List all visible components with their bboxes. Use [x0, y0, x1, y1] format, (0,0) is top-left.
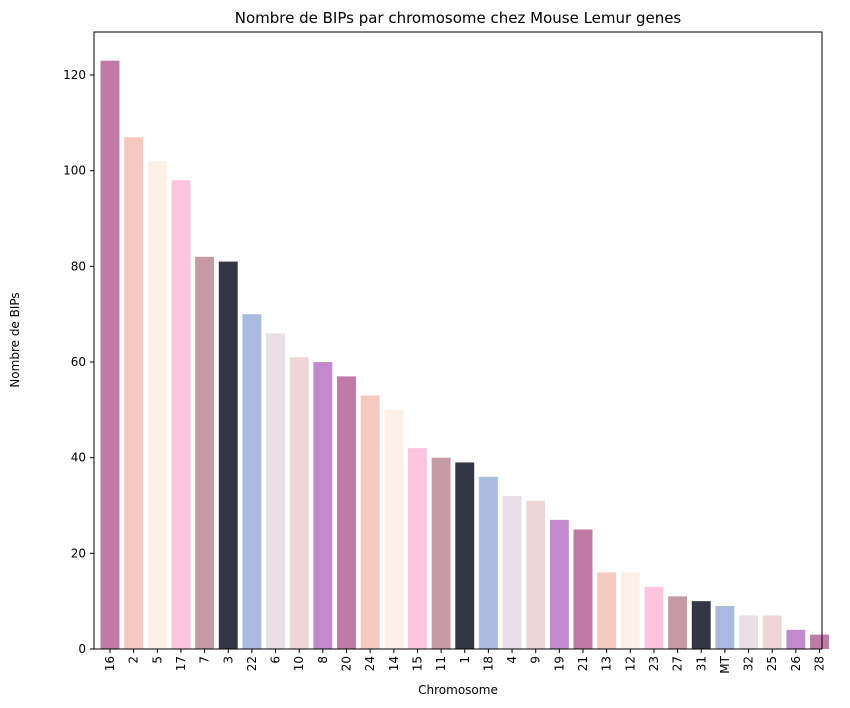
bar-4 — [502, 495, 522, 649]
bar-19 — [549, 519, 569, 649]
x-tick-label: 21 — [576, 656, 590, 671]
x-tick-label: 28 — [813, 656, 827, 671]
x-tick-label: 6 — [269, 656, 283, 664]
bars-group — [100, 60, 829, 650]
x-tick-label: MT — [718, 655, 732, 673]
x-tick-label: 19 — [552, 656, 566, 671]
plot-frame — [93, 31, 823, 650]
bar-7 — [195, 256, 215, 649]
bar-32 — [739, 615, 758, 649]
bar-26 — [786, 629, 806, 649]
bar-18 — [478, 476, 498, 649]
y-tick-label: 100 — [63, 164, 86, 178]
bar-3 — [218, 261, 238, 649]
x-tick-label: 12 — [623, 656, 637, 671]
bar-5 — [147, 161, 167, 650]
x-tick-label: 2 — [127, 656, 141, 664]
x-tick-label: 5 — [150, 656, 164, 664]
x-tick-label: 9 — [529, 656, 543, 664]
x-tick-label: 1 — [458, 656, 472, 664]
x-tick-label: 32 — [742, 656, 756, 671]
y-tick-label: 20 — [71, 546, 86, 560]
bar-15 — [408, 448, 427, 649]
bar-11 — [431, 457, 451, 649]
bar-10 — [289, 357, 309, 649]
bar-13 — [597, 572, 617, 649]
bar-6 — [266, 333, 285, 649]
x-axis-label: Chromosome — [418, 683, 498, 697]
x-axis: 16 2 5 17 7 3 22 6 10 8 20 24 14 15 11 1 18 4 9 19 21 13 12 23 2… — [103, 649, 827, 674]
y-tick-label: 40 — [71, 451, 86, 465]
bar-28 — [810, 634, 829, 649]
y-tick-label: 0 — [78, 642, 86, 656]
bar-21 — [573, 529, 593, 649]
x-tick-label: 18 — [481, 656, 495, 671]
x-tick-label: 20 — [340, 656, 354, 671]
y-axis: 0 20 40 60 80 100 120 — [63, 68, 94, 656]
x-tick-label: 24 — [363, 656, 377, 671]
bar-9 — [526, 500, 546, 649]
x-tick-label: 27 — [671, 656, 685, 671]
x-tick-label: 16 — [103, 656, 117, 671]
bar-2 — [124, 137, 144, 650]
x-tick-label: 13 — [600, 656, 614, 671]
y-tick-label: 60 — [71, 355, 86, 369]
x-tick-label: 15 — [410, 656, 424, 671]
bar-16 — [100, 60, 120, 649]
x-tick-label: 3 — [221, 656, 235, 664]
y-tick-label: 80 — [71, 259, 86, 273]
x-tick-label: 4 — [505, 656, 519, 664]
bar-22 — [242, 314, 262, 649]
bar-25 — [762, 615, 782, 649]
x-tick-label: 11 — [434, 656, 448, 671]
x-tick-label: 31 — [694, 656, 708, 671]
y-tick-label: 120 — [63, 68, 86, 82]
bar-12 — [620, 572, 640, 649]
x-tick-label: 17 — [174, 656, 188, 671]
bar-20 — [337, 376, 356, 649]
bar-MT — [715, 605, 735, 649]
x-tick-label: 8 — [316, 656, 330, 664]
bar-31 — [691, 601, 711, 649]
bar-27 — [668, 596, 688, 649]
x-tick-label: 10 — [292, 656, 306, 671]
y-axis-label: Nombre de BIPs — [8, 292, 22, 387]
bar-17 — [171, 180, 191, 650]
chart-title: Nombre de BIPs par chromosome chez Mouse… — [235, 9, 682, 27]
bar-1 — [455, 462, 475, 649]
x-tick-label: 25 — [765, 656, 779, 671]
x-tick-label: 23 — [647, 656, 661, 671]
bar-8 — [313, 362, 333, 649]
x-tick-label: 26 — [789, 656, 803, 671]
x-tick-label: 22 — [245, 656, 259, 671]
bar-23 — [644, 586, 664, 649]
bar-14 — [384, 409, 404, 649]
x-tick-label: 14 — [387, 656, 401, 671]
bar-24 — [360, 395, 380, 649]
x-tick-label: 7 — [198, 656, 212, 664]
